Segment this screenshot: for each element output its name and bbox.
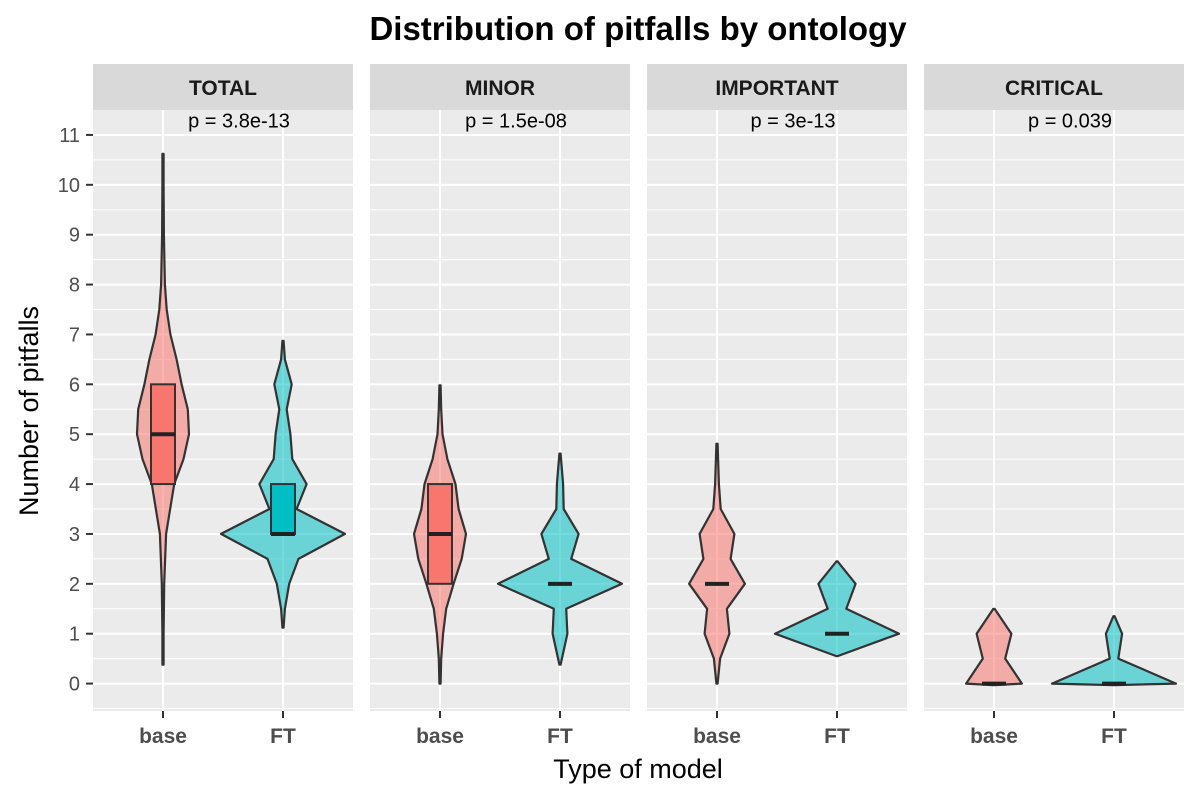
x-tick-label: FT <box>824 725 850 748</box>
y-tick-label: 9 <box>69 225 80 247</box>
p-value-annotation: p = 3e-13 <box>750 110 835 132</box>
facet-panel-minor: MINOR p = 1.5e-08 base FT <box>370 64 630 748</box>
facet-panel-total: TOTAL p = 3.8e-13 base FT <box>93 64 353 748</box>
x-tick-label: base <box>970 725 1018 748</box>
y-tick-label: 0 <box>69 674 80 696</box>
panel-background <box>924 110 1184 711</box>
facet-panel-critical: CRITICAL p = 0.039 base FT <box>924 64 1184 748</box>
p-value-annotation: p = 3.8e-13 <box>188 110 290 132</box>
y-tick-label: 1 <box>69 624 80 646</box>
violin-FT <box>496 452 624 666</box>
violin-FT <box>1050 615 1178 687</box>
x-tick-label: FT <box>270 725 296 748</box>
y-tick-label: 7 <box>69 324 80 346</box>
y-tick-label: 11 <box>59 125 80 147</box>
y-tick-label: 6 <box>69 374 80 396</box>
violin-base <box>965 607 1023 687</box>
x-tick-label: base <box>693 725 741 748</box>
facet-strip <box>647 64 907 110</box>
y-tick-label: 10 <box>58 175 80 197</box>
chart-title: Distribution of pitfalls by ontology <box>369 10 907 47</box>
x-tick-label: FT <box>547 725 573 748</box>
y-tick-label: 3 <box>69 524 80 546</box>
y-tick-label: 2 <box>69 574 80 596</box>
p-value-annotation: p = 0.039 <box>1028 110 1112 132</box>
x-axis-title: Type of model <box>553 754 723 784</box>
y-tick-label: 4 <box>69 474 80 496</box>
facet-strip-label: MINOR <box>465 77 535 100</box>
p-value-annotation: p = 1.5e-08 <box>465 110 567 132</box>
y-tick-label: 8 <box>69 275 80 297</box>
x-tick-label: FT <box>1101 725 1127 748</box>
x-tick-label: base <box>416 725 464 748</box>
panel-background <box>370 110 630 711</box>
facet-strip <box>924 64 1184 110</box>
violin-base <box>688 442 746 685</box>
violin-FT <box>773 560 901 658</box>
facet-strip <box>93 64 353 110</box>
panel-background <box>93 110 353 711</box>
box-FT <box>270 483 296 535</box>
facet-panel-important: IMPORTANT p = 3e-13 base FT <box>647 64 907 748</box>
facet-strip <box>370 64 630 110</box>
x-tick-label: base <box>139 725 187 748</box>
facet-strip-label: IMPORTANT <box>715 77 838 100</box>
y-axis-title: Number of pitfalls <box>14 306 44 516</box>
y-tick-label: 5 <box>69 424 80 446</box>
facet-strip-label: CRITICAL <box>1005 77 1103 100</box>
facet-strip-label: TOTAL <box>189 77 257 100</box>
